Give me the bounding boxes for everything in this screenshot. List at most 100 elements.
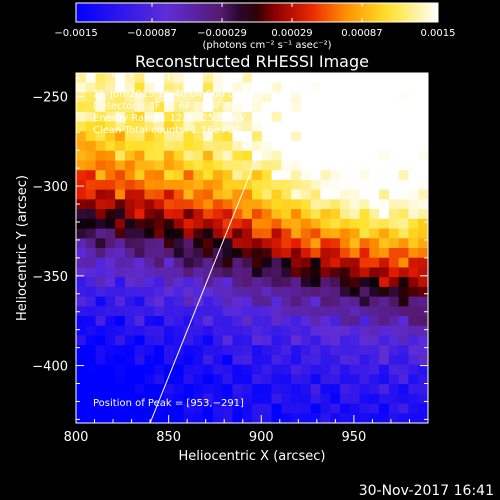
heatmap-cell (271, 267, 282, 278)
heatmap-cell (261, 306, 273, 317)
heatmap-cell (222, 218, 234, 230)
heatmap-cell (398, 335, 410, 346)
heatmap-cell (340, 257, 351, 269)
colorbar: −0.0015 −0.00087 −0.00029 0.00029 0.00087 0.0… (54, 2, 456, 39)
heatmap-cell (271, 111, 282, 123)
heatmap-cell (340, 150, 351, 162)
heatmap-cell (76, 286, 87, 298)
heatmap-cell (291, 316, 302, 327)
heatmap-cell (232, 306, 243, 317)
heatmap-cell (124, 345, 136, 356)
heatmap-cell (369, 384, 380, 395)
heatmap-cell (183, 170, 194, 181)
heatmap-cell (281, 189, 292, 200)
heatmap-cell (261, 160, 273, 171)
heatmap-cell (379, 82, 390, 94)
heatmap-cell (183, 335, 194, 346)
heatmap-cell (124, 257, 136, 269)
heatmap-cell (105, 150, 116, 162)
heatmap-cell (349, 92, 361, 103)
heatmap-cell (76, 199, 87, 210)
heatmap-cell (144, 121, 155, 132)
heatmap-cell (173, 403, 185, 414)
heatmap-cell (173, 228, 185, 239)
heatmap-cell (154, 92, 165, 103)
heatmap-cell (124, 170, 136, 181)
heatmap-cell (300, 325, 312, 337)
heatmap-cell (330, 111, 341, 123)
heatmap-cell (222, 374, 234, 385)
heatmap-cell (154, 141, 165, 152)
heatmap-cell (76, 121, 87, 132)
heatmap-cell (271, 335, 282, 346)
heatmap-cell (369, 374, 380, 385)
heatmap-cell (212, 238, 224, 249)
heatmap-cell (291, 238, 302, 249)
heatmap-cell (252, 141, 263, 152)
heatmap-cell (212, 393, 224, 405)
heatmap-cell (271, 345, 282, 356)
heatmap-cell (134, 218, 146, 230)
heatmap-cell (291, 325, 302, 337)
heatmap-cell (85, 73, 97, 84)
heatmap-cell (340, 209, 351, 220)
heatmap-cell (359, 374, 370, 385)
heatmap-cell (105, 248, 116, 259)
heatmap-cell (379, 209, 390, 220)
heatmap-cell (164, 179, 175, 191)
heatmap-cell (281, 238, 292, 249)
heatmap-cell (330, 121, 341, 132)
heatmap-cell (154, 413, 165, 423)
heatmap-cell (134, 316, 146, 327)
heatmap-cell (85, 209, 97, 220)
heatmap-cell (212, 189, 224, 200)
heatmap-cell (271, 316, 282, 327)
heatmap-cell (310, 111, 322, 123)
heatmap-cell (124, 306, 136, 317)
heatmap-cell (398, 209, 410, 220)
heatmap-cell (320, 189, 331, 200)
heatmap-cell (359, 73, 370, 84)
heatmap-cell (261, 209, 273, 220)
heatmap-cell (115, 286, 126, 298)
heatmap-cell (115, 248, 126, 259)
heatmap-cell (418, 92, 428, 103)
heatmap-cell (369, 238, 380, 249)
heatmap-cell (164, 364, 175, 375)
y-tick-label: −350 (32, 270, 68, 285)
heatmap-cell (95, 150, 106, 162)
heatmap-cell (369, 325, 380, 337)
heatmap-cell (418, 277, 428, 288)
heatmap-cell (105, 354, 116, 366)
heatmap-cell (369, 73, 380, 84)
heatmap-cell (242, 316, 253, 327)
heatmap-cell (398, 179, 410, 191)
heatmap-cell (398, 131, 410, 142)
heatmap-cell (222, 345, 234, 356)
heatmap-cell (154, 286, 165, 298)
heatmap-cell (212, 374, 224, 385)
heatmap-cell (418, 403, 428, 414)
heatmap-cell (85, 248, 97, 259)
heatmap-cell (388, 306, 400, 317)
heatmap-cell (193, 306, 204, 317)
heatmap-cell (330, 267, 341, 278)
heatmap-cell (134, 189, 146, 200)
heatmap-cell (144, 170, 155, 181)
heatmap-cell (183, 82, 194, 94)
heatmap-cell (359, 354, 370, 366)
heatmap-cell (281, 267, 292, 278)
heatmap-cell (193, 267, 204, 278)
heatmap-cell (115, 257, 126, 269)
heatmap-cell (349, 121, 361, 132)
heatmap-cell (193, 179, 204, 191)
heatmap-cell (300, 111, 312, 123)
heatmap-cell (271, 248, 282, 259)
heatmap-cell (212, 121, 224, 132)
plot-axes: 800 850 900 950 −250 −300 −350 −400 (32, 72, 429, 445)
heatmap-cell (242, 335, 253, 346)
heatmap-cell (85, 354, 97, 366)
heatmap-cell (144, 286, 155, 298)
heatmap-cell (242, 364, 253, 375)
heatmap-cell (320, 403, 331, 414)
